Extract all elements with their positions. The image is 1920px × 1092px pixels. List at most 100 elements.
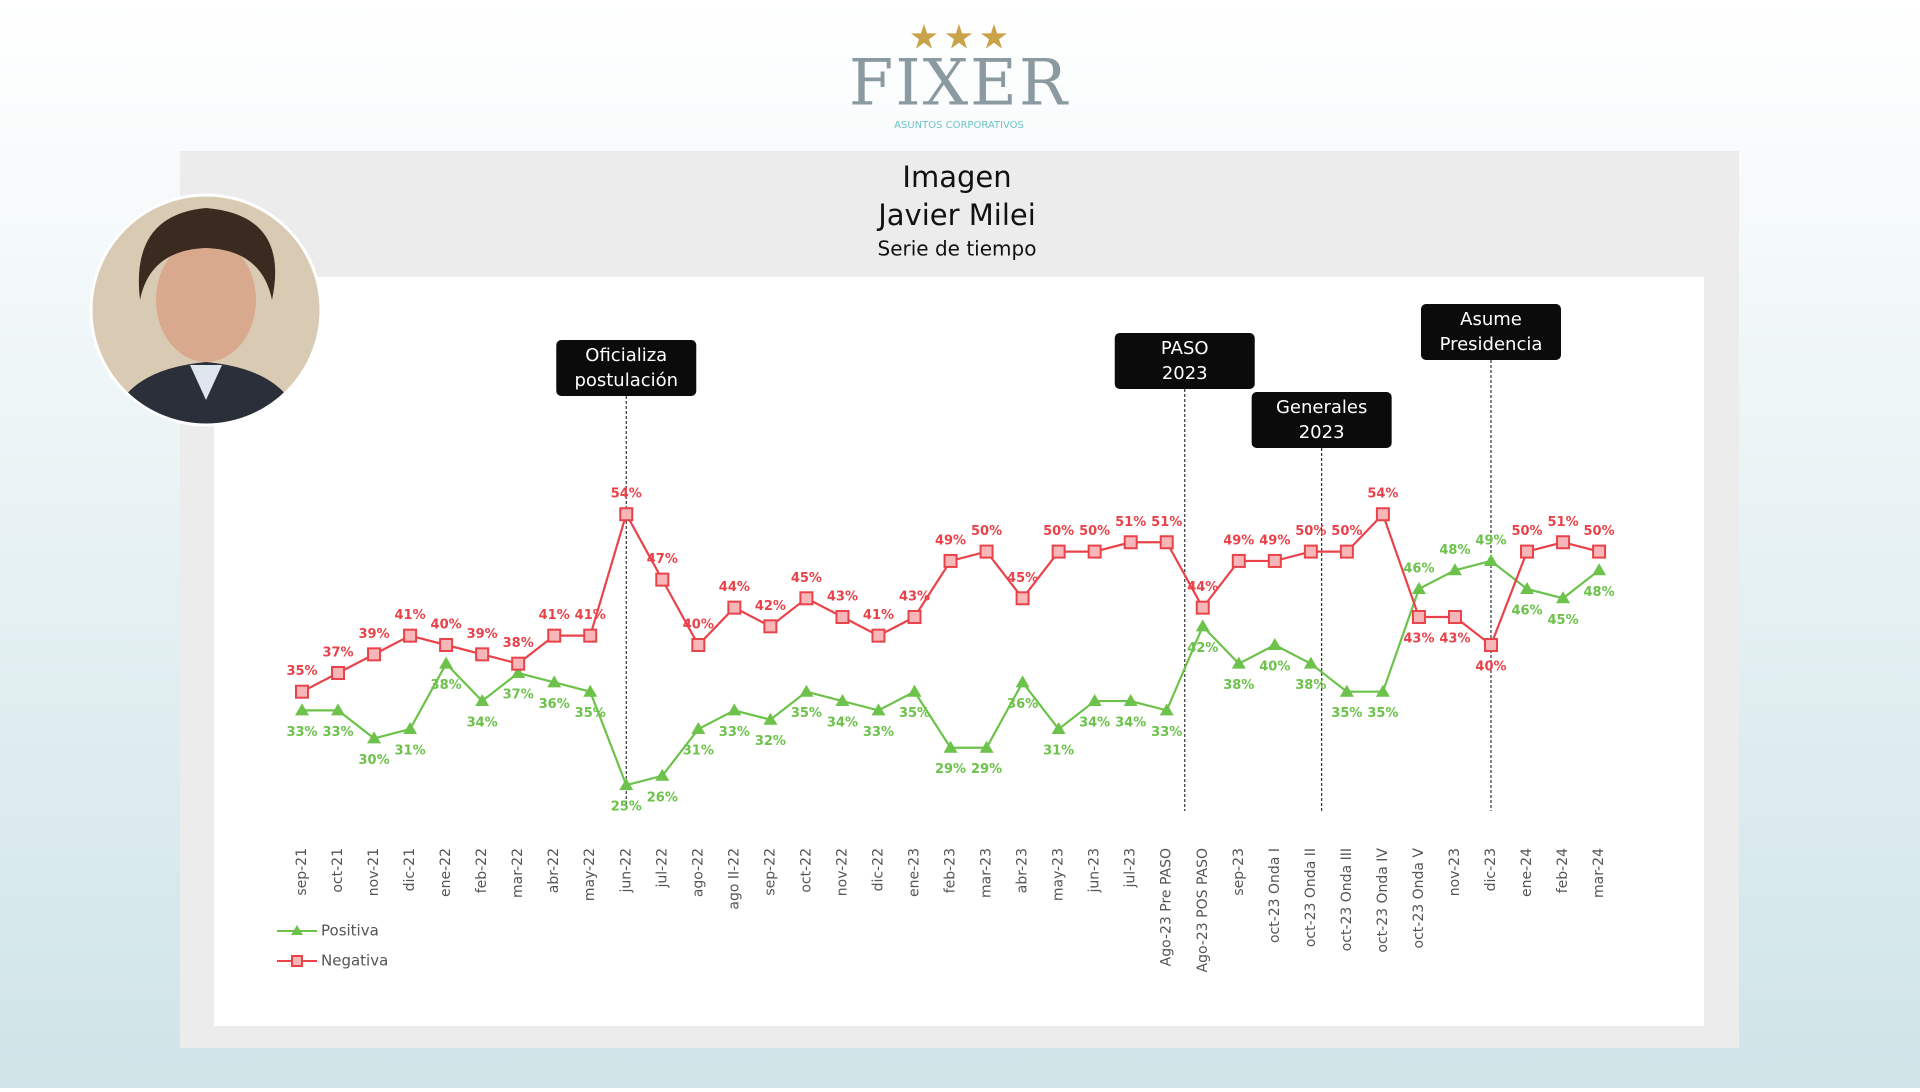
data-label: 51% (1115, 515, 1146, 530)
point-marker (799, 684, 814, 697)
x-tick-label: oct-23 Onda III (1339, 848, 1355, 951)
annotation-text: 2023 (1299, 422, 1345, 443)
data-label: 35% (286, 664, 317, 679)
data-label: 40% (1259, 660, 1290, 675)
annotation-text: PASO (1161, 338, 1209, 359)
point-marker (1411, 609, 1426, 624)
point-marker (943, 740, 958, 753)
star: ★ (979, 18, 1009, 58)
data-label: 41% (575, 608, 606, 623)
point-marker (619, 778, 634, 791)
data-label: 49% (1223, 533, 1254, 548)
point-marker (619, 507, 634, 522)
data-label: 54% (1367, 487, 1398, 502)
point-marker (1483, 553, 1498, 566)
data-label: 51% (1151, 515, 1182, 530)
point-marker (1195, 600, 1210, 615)
point-marker (691, 638, 706, 652)
point-marker (475, 694, 490, 707)
logo-tagline: ASUNTOS CORPORATIVOS (894, 120, 1024, 131)
point-marker (1520, 581, 1535, 594)
data-label: 45% (791, 571, 822, 586)
data-label: 35% (1331, 706, 1362, 721)
data-label: 43% (827, 589, 858, 604)
data-label: 49% (935, 533, 966, 548)
point-marker (1375, 507, 1390, 522)
data-label: 38% (431, 678, 462, 693)
point-marker (1303, 656, 1318, 669)
data-label: 36% (539, 697, 570, 712)
data-label: 36% (1007, 697, 1038, 712)
data-label: 43% (1403, 631, 1434, 646)
point-marker (1195, 619, 1210, 632)
data-label: 40% (431, 618, 462, 633)
data-label: 49% (1475, 533, 1506, 548)
logo-name: FIXER (849, 47, 1069, 121)
data-label: 34% (827, 716, 858, 731)
point-marker (475, 647, 490, 662)
data-label: 45% (1547, 613, 1578, 628)
point-marker (763, 712, 778, 725)
chart-name: Javier Milei (876, 198, 1036, 232)
point-marker (439, 656, 454, 669)
x-tick-label: mar-24 (1591, 848, 1607, 898)
point-marker (907, 609, 922, 624)
point-marker (1159, 703, 1174, 716)
point-marker (1015, 675, 1030, 688)
point-marker (1267, 553, 1282, 568)
point-marker (1051, 722, 1066, 735)
data-label: 30% (358, 753, 389, 768)
logo: ★ ★ ★ FIXER ASUNTOS CORPORATIVOS (849, 18, 1069, 132)
x-tick-label: dic-22 (870, 848, 886, 891)
x-tick-label: oct-22 (798, 848, 814, 893)
point-marker (1159, 535, 1174, 550)
x-tick-label: sep-21 (294, 848, 310, 896)
x-tick-label: sep-23 (1231, 848, 1247, 896)
point-marker (1520, 544, 1535, 559)
data-label: 41% (395, 608, 426, 623)
annotation-box (1251, 392, 1392, 448)
x-tick-label: dic-23 (1483, 848, 1499, 891)
data-label: 31% (1043, 744, 1074, 759)
photo-shirt (190, 365, 222, 400)
data-label: 48% (1439, 543, 1470, 558)
data-label: 46% (1403, 561, 1434, 576)
point-marker (763, 619, 778, 634)
point-marker (979, 544, 994, 559)
data-label: 50% (1511, 524, 1542, 539)
point-marker (1339, 544, 1354, 559)
point-marker (727, 600, 742, 615)
x-tick-label: mar-22 (510, 848, 526, 898)
point-marker (1375, 684, 1390, 697)
point-marker (1556, 535, 1571, 550)
x-tick-label: ago II-22 (726, 848, 742, 910)
point-marker (1087, 694, 1102, 707)
annotation-text: Asume (1460, 309, 1522, 330)
data-label: 35% (575, 706, 606, 721)
x-tick-label: may-23 (1051, 848, 1067, 901)
x-tick-label: ago-22 (690, 848, 706, 897)
x-tick-label: feb-22 (474, 848, 490, 893)
data-label: 38% (503, 636, 534, 651)
point-marker (1592, 544, 1607, 559)
legend-marker (291, 955, 303, 967)
data-label: 43% (1439, 631, 1470, 646)
plot-area (214, 277, 1704, 1026)
data-label: 41% (539, 608, 570, 623)
annotation-box (1420, 304, 1561, 360)
data-label: 38% (1223, 678, 1254, 693)
annotation-text: Presidencia (1440, 334, 1543, 355)
point-marker (1447, 609, 1462, 624)
data-label: 50% (1043, 524, 1074, 539)
data-label: 50% (1079, 524, 1110, 539)
chart-title: Imagen (902, 160, 1011, 194)
point-marker (799, 591, 814, 606)
data-label: 33% (322, 725, 353, 740)
photo-hair (138, 208, 276, 300)
point-marker (1123, 535, 1138, 550)
point-marker (295, 703, 309, 716)
point-marker (1592, 563, 1607, 576)
photo-border (89, 193, 323, 427)
point-marker (1447, 563, 1462, 576)
x-tick-label: oct-23 Onda V (1411, 848, 1427, 949)
